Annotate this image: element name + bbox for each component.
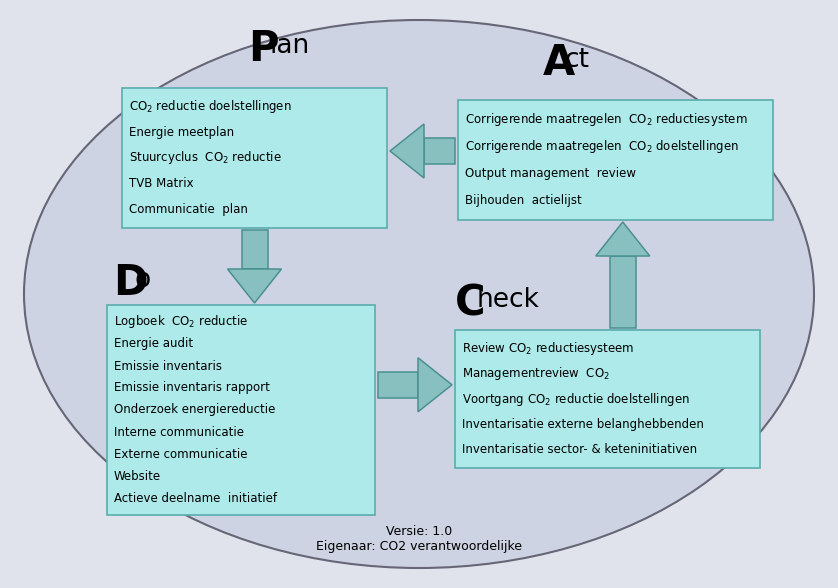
Text: heck: heck <box>477 287 540 313</box>
Text: Output management  review: Output management review <box>465 167 636 180</box>
Text: Review CO$_2$ reductiesysteem: Review CO$_2$ reductiesysteem <box>462 340 634 357</box>
Text: o: o <box>135 267 151 293</box>
Polygon shape <box>378 372 418 398</box>
Text: Voortgang CO$_2$ reductie doelstellingen: Voortgang CO$_2$ reductie doelstellingen <box>462 390 690 407</box>
Text: Actieve deelname  initiatief: Actieve deelname initiatief <box>114 492 277 505</box>
Polygon shape <box>610 256 636 328</box>
Polygon shape <box>390 124 424 178</box>
Polygon shape <box>596 222 649 256</box>
Text: Energie meetplan: Energie meetplan <box>129 126 234 139</box>
Polygon shape <box>424 138 455 164</box>
Text: CO$_2$ reductie doelstellingen: CO$_2$ reductie doelstellingen <box>129 98 292 115</box>
Text: Logboek  CO$_2$ reductie: Logboek CO$_2$ reductie <box>114 313 248 330</box>
Text: TVB Matrix: TVB Matrix <box>129 177 194 190</box>
Text: Energie audit: Energie audit <box>114 338 193 350</box>
Text: Emissie inventaris: Emissie inventaris <box>114 359 222 373</box>
Text: Externe communicatie: Externe communicatie <box>114 447 247 460</box>
Text: Website: Website <box>114 469 161 483</box>
FancyBboxPatch shape <box>455 330 760 468</box>
Text: Versie: 1.0: Versie: 1.0 <box>385 525 453 538</box>
Text: Communicatie  plan: Communicatie plan <box>129 203 248 216</box>
Text: Inventarisatie externe belanghebbenden: Inventarisatie externe belanghebbenden <box>462 417 704 430</box>
Text: Corrigerende maatregelen  CO$_2$ reductiesystem: Corrigerende maatregelen CO$_2$ reductie… <box>465 111 747 128</box>
Polygon shape <box>418 358 452 412</box>
Text: lan: lan <box>270 33 310 59</box>
Text: ct: ct <box>565 47 590 73</box>
Text: Inventarisatie sector- & keteninitiativen: Inventarisatie sector- & keteninitiative… <box>462 443 697 456</box>
Text: D: D <box>113 262 147 304</box>
Text: Stuurcyclus  CO$_2$ reductie: Stuurcyclus CO$_2$ reductie <box>129 149 282 166</box>
Text: Onderzoek energiereductie: Onderzoek energiereductie <box>114 403 276 416</box>
Ellipse shape <box>24 20 814 568</box>
Text: A: A <box>543 42 575 84</box>
FancyBboxPatch shape <box>107 305 375 515</box>
Text: Interne communicatie: Interne communicatie <box>114 426 244 439</box>
Text: P: P <box>248 28 278 70</box>
FancyBboxPatch shape <box>122 88 387 228</box>
Text: Bijhouden  actielijst: Bijhouden actielijst <box>465 194 582 207</box>
Text: Managementreview  CO$_2$: Managementreview CO$_2$ <box>462 365 610 382</box>
Text: Emissie inventaris rapport: Emissie inventaris rapport <box>114 382 270 395</box>
Text: Eigenaar: CO2 verantwoordelijke: Eigenaar: CO2 verantwoordelijke <box>316 540 522 553</box>
Text: Corrigerende maatregelen  CO$_2$ doelstellingen: Corrigerende maatregelen CO$_2$ doelstel… <box>465 138 739 155</box>
Polygon shape <box>241 230 267 269</box>
Polygon shape <box>227 269 282 303</box>
FancyBboxPatch shape <box>458 100 773 220</box>
Text: C: C <box>455 282 486 324</box>
